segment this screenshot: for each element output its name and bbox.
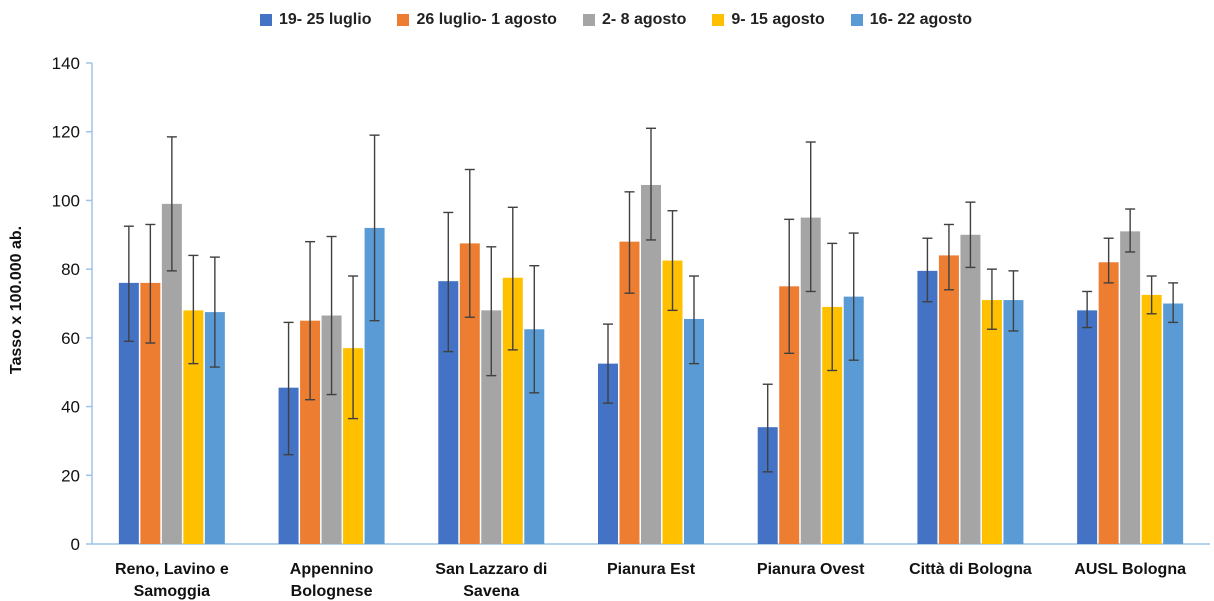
category-label-line: Città di Bologna (909, 561, 1032, 578)
category-label: Reno, Lavino e Samoggia (115, 561, 229, 600)
category-label: Pianura Ovest (757, 561, 865, 578)
legend-item: 9- 15 agosto (712, 11, 825, 29)
bar (779, 286, 800, 544)
bar (459, 243, 480, 544)
legend-swatch (582, 14, 595, 26)
category-label-line: San Lazzaro di (435, 561, 547, 578)
bar (161, 203, 182, 544)
bar (960, 234, 981, 545)
legend-item: 16- 22 agosto (850, 11, 973, 29)
y-tick-label: 140 (52, 54, 80, 73)
legend-item: 2- 8 agosto (582, 11, 687, 29)
bar (1120, 231, 1141, 544)
bar (364, 227, 385, 544)
bar (502, 277, 523, 544)
category-label: Città di Bologna (909, 561, 1032, 578)
bar (343, 348, 364, 544)
bar (524, 329, 545, 544)
category-label-line: Appennino (290, 561, 374, 578)
y-tick-label: 120 (52, 123, 80, 142)
category-label-line: Samoggia (134, 583, 211, 600)
y-tick-label: 40 (61, 398, 80, 417)
bar (1077, 310, 1098, 544)
legend-label: 9- 15 agosto (731, 11, 825, 28)
category-label-line: Savena (463, 583, 519, 600)
bar (662, 260, 683, 544)
bar (140, 282, 161, 544)
legend: 19- 25 luglio 26 luglio- 1 agosto 2- 8 ago… (260, 8, 998, 32)
bar (278, 387, 299, 544)
bar (800, 217, 821, 544)
bar (183, 310, 204, 544)
category-label: Pianura Est (607, 561, 696, 578)
y-tick-label: 20 (61, 466, 80, 485)
bar (300, 320, 321, 544)
legend-swatch (260, 14, 272, 26)
bar (598, 363, 618, 544)
bar (1141, 294, 1162, 544)
bar (1098, 262, 1119, 544)
y-tick-label: 60 (61, 329, 80, 348)
y-tick-label: 0 (71, 535, 80, 554)
legend-label: 2- 8 agosto (601, 11, 687, 28)
bar (641, 184, 661, 545)
category-label: Appennino Bolognese (290, 561, 374, 600)
bar (619, 241, 640, 544)
bar (118, 282, 139, 544)
bar (438, 281, 459, 544)
bar (757, 427, 778, 544)
bar (822, 306, 843, 544)
category-label-line: Pianura Ovest (757, 561, 865, 578)
legend-swatch (850, 14, 863, 26)
legend-swatch (397, 14, 410, 26)
bar (843, 296, 864, 544)
bar (684, 318, 704, 544)
category-label-line: Reno, Lavino e (115, 561, 229, 578)
bar (1003, 300, 1024, 544)
category-label-line: Bolognese (291, 583, 373, 600)
y-tick-label: 80 (61, 260, 80, 279)
bar (917, 270, 938, 544)
legend-label: 26 luglio- 1 agosto (416, 11, 557, 28)
category-label: AUSL Bologna (1074, 561, 1186, 578)
category-label: San Lazzaro di Savena (435, 561, 547, 600)
legend-item: 26 luglio- 1 agosto (397, 11, 557, 29)
legend-label: 16- 22 agosto (869, 11, 973, 28)
category-label-line: Pianura Est (607, 561, 696, 578)
bar (1163, 303, 1184, 544)
bar (938, 255, 959, 544)
bar (204, 312, 225, 544)
bar (321, 315, 342, 544)
legend-label: 19- 25 luglio (279, 11, 372, 28)
y-tick-label: 100 (52, 191, 80, 210)
bar (981, 300, 1002, 544)
legend-item: 19- 25 luglio (260, 11, 371, 29)
legend-swatch (712, 14, 725, 26)
bar (481, 310, 502, 544)
category-label-line: AUSL Bologna (1074, 561, 1186, 578)
